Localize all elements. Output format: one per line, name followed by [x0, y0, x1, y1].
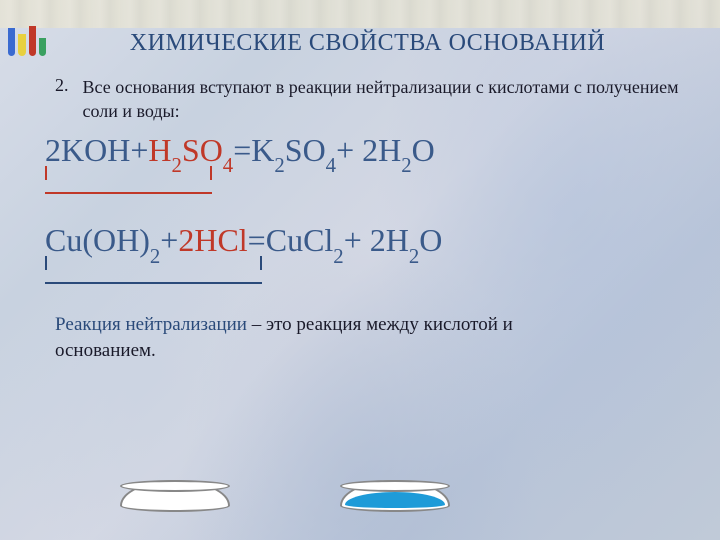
eq1-plus: + — [130, 132, 148, 169]
intro-paragraph: 2. Все основания вступают в реакции нейт… — [55, 75, 680, 124]
equation-1: 2KOH + H2SO4= K2SO4 + 2H2O — [45, 132, 680, 174]
eq1-base: KOH — [61, 132, 130, 169]
bracket-arm — [210, 166, 212, 180]
eq2-acid: 2HCl — [178, 222, 247, 259]
eq2-equals: = — [248, 222, 266, 259]
eq1-water: + 2H2O — [336, 132, 435, 174]
eq1-salt: K2SO4 — [251, 132, 336, 174]
dish-liquid — [345, 492, 445, 508]
salt-cucl: CuCl — [266, 222, 334, 258]
list-number: 2. — [55, 75, 69, 96]
water-h: + 2H — [344, 222, 409, 258]
bracket-arm — [45, 166, 47, 180]
acid-sub: 2 — [171, 154, 181, 177]
acid-so: SO — [182, 132, 223, 168]
equations-block: 2KOH + H2SO4= K2SO4 + 2H2O Cu(OH)2 + 2HC… — [45, 132, 680, 305]
eq2-base: Cu(OH)2 — [45, 222, 160, 264]
equation-2: Cu(OH)2 + 2HCl = CuCl2 + 2H2O — [45, 222, 680, 264]
salt-sub2: 4 — [326, 154, 336, 177]
eq2-water: + 2H2O — [344, 222, 443, 264]
eq1-equals: = — [233, 132, 251, 169]
eq2-bracket — [45, 270, 262, 284]
salt-sub: 2 — [274, 154, 284, 177]
water-sub: 2 — [401, 154, 411, 177]
base-cuoh: Cu(OH) — [45, 222, 150, 258]
petri-dish-filled — [340, 480, 450, 512]
acid-sub2: 4 — [223, 154, 233, 177]
salt-k: K — [251, 132, 274, 168]
intro-text: Все основания вступают в реакции нейтрал… — [83, 75, 681, 124]
eq1-acid: H2SO4 — [148, 132, 233, 174]
water-o: O — [412, 132, 435, 168]
petri-dishes — [120, 480, 450, 512]
definition-paragraph: Реакция нейтрализации – это реакция межд… — [55, 312, 615, 363]
water-h: + 2H — [336, 132, 401, 168]
dish-rim — [120, 480, 230, 492]
eq2-salt: CuCl2 — [266, 222, 344, 264]
eq2-bracket-wrap — [35, 270, 680, 304]
salt-so: SO — [285, 132, 326, 168]
water-o: O — [419, 222, 442, 258]
acid-h: H — [148, 132, 171, 168]
bracket-arm — [260, 256, 262, 270]
slide-content: ХИМИЧЕСКИЕ СВОЙСТВА ОСНОВАНИЙ 2. Все осн… — [0, 0, 720, 540]
slide-title: ХИМИЧЕСКИЕ СВОЙСТВА ОСНОВАНИЙ — [55, 30, 680, 57]
base-sub: 2 — [150, 245, 160, 268]
eq1-bracket — [45, 180, 212, 194]
definition-term: Реакция нейтрализации — [55, 314, 247, 335]
eq1-coef: 2 — [45, 132, 61, 169]
bracket-arm — [45, 256, 47, 270]
petri-dish-empty — [120, 480, 230, 512]
salt-sub: 2 — [333, 245, 343, 268]
dish-rim — [340, 480, 450, 492]
acid-coef: 2 — [178, 222, 194, 258]
water-sub: 2 — [409, 245, 419, 268]
acid-hcl: HCl — [194, 222, 247, 258]
eq2-plus: + — [160, 222, 178, 259]
eq1-bracket-wrap — [35, 180, 680, 214]
